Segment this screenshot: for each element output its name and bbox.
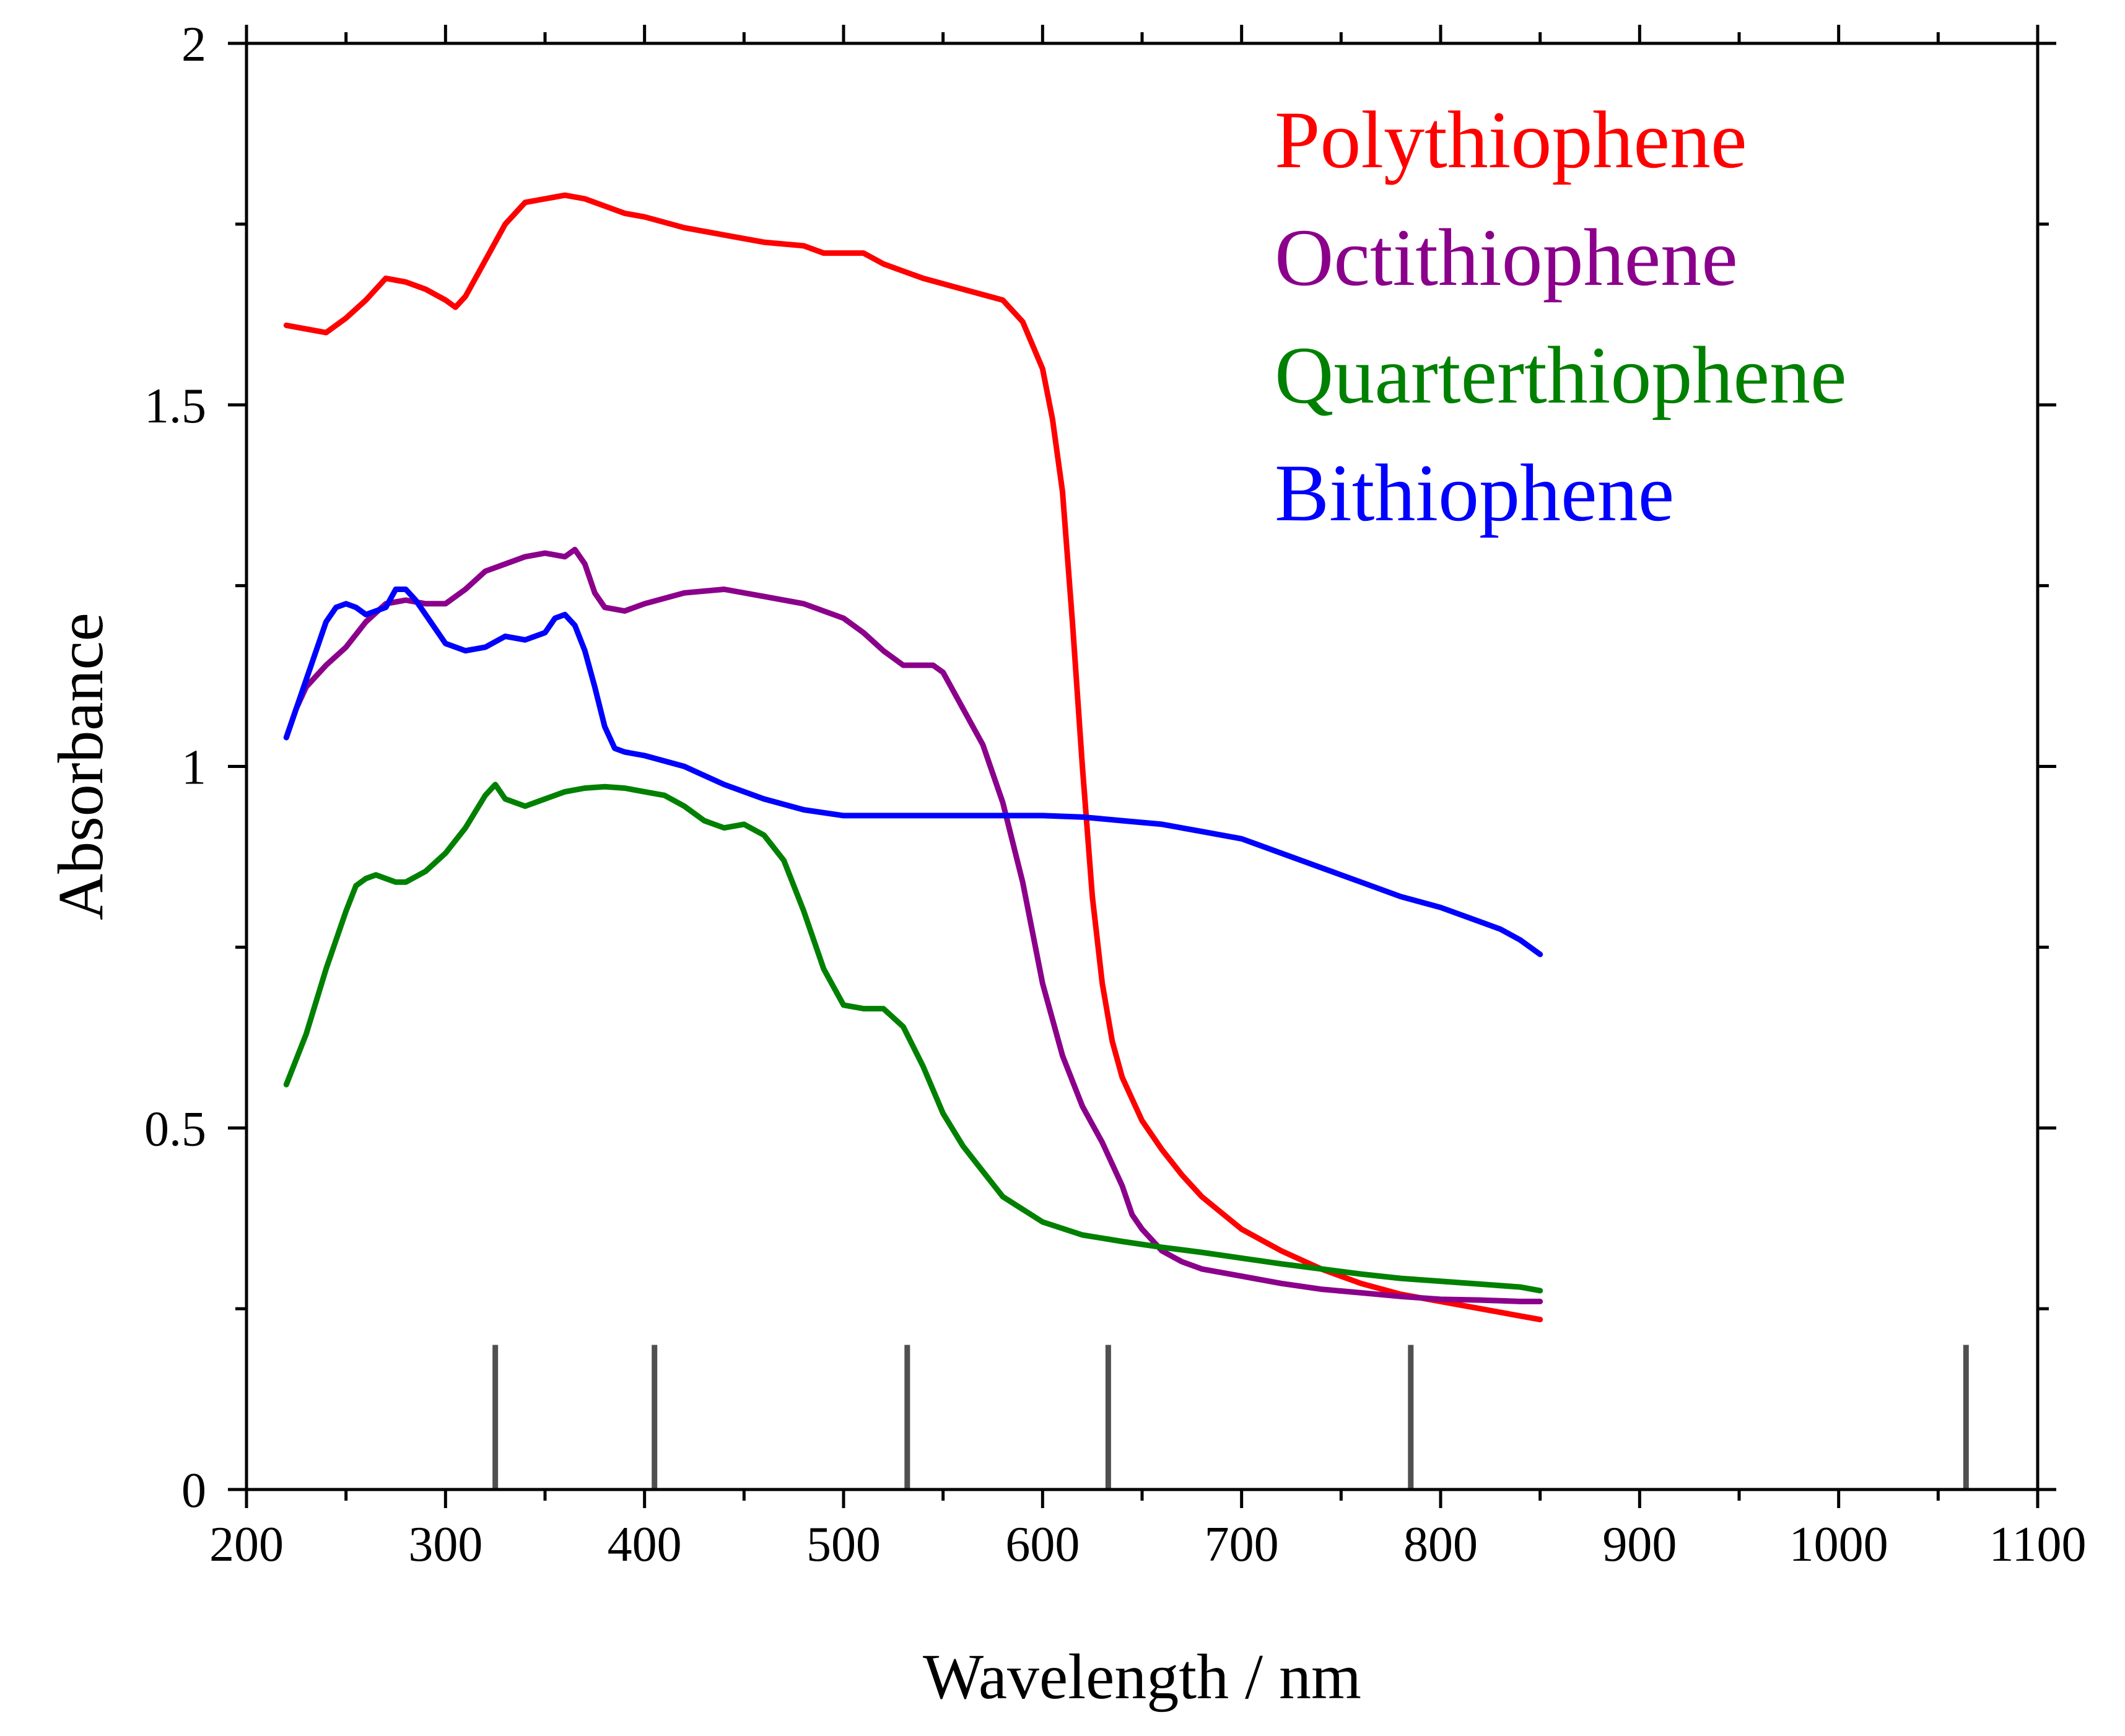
x-tick-label-400: 400 (608, 1517, 682, 1572)
x-axis-tick-labels: 200 300 400 500 600 700 800 900 1000 1100 (209, 1517, 2087, 1572)
series-line-quarterthiophene (283, 782, 1543, 1294)
x-tick-label-800: 800 (1403, 1517, 1478, 1572)
series-line-octithiophene (283, 546, 1543, 1304)
x-tick-label-1100: 1100 (1989, 1517, 2086, 1572)
x-axis-title: Wavelength / nm (923, 1641, 1361, 1712)
legend: Polythiophene Octithiophene Quarterthiophe… (1275, 94, 1847, 538)
y-tick-label-1: 1 (181, 741, 206, 795)
x-tick-label-700: 700 (1205, 1517, 1279, 1572)
x-axis-ticks (245, 25, 2040, 1508)
y-axis-title: Absorbance (45, 613, 116, 920)
x-tick-label-1000: 1000 (1789, 1517, 1888, 1572)
y-tick-label-1.5: 1.5 (144, 379, 206, 434)
series-line-bithiophene (283, 587, 1543, 957)
y-axis-ticks (228, 41, 2056, 1491)
legend-entry-quarterthiophene: Quarterthiophene (1275, 329, 1847, 421)
y-axis-tick-labels: 0 0.5 1 1.5 2 (144, 17, 206, 1518)
x-tick-label-900: 900 (1602, 1517, 1677, 1572)
legend-entry-polythiophene: Polythiophene (1275, 94, 1747, 185)
reference-lines (492, 1345, 1969, 1490)
legend-entry-bithiophene: Bithiophene (1275, 447, 1674, 538)
legend-entry-octithiophene: Octithiophene (1275, 212, 1738, 303)
series-line-polythiophene (283, 192, 1543, 1323)
x-tick-label-500: 500 (806, 1517, 881, 1572)
series-layer (283, 192, 1543, 1323)
x-tick-label-200: 200 (209, 1517, 284, 1572)
x-tick-label-300: 300 (408, 1517, 482, 1572)
y-tick-label-0: 0 (181, 1463, 206, 1518)
y-tick-label-0.5: 0.5 (144, 1102, 206, 1156)
x-tick-label-600: 600 (1005, 1517, 1080, 1572)
y-tick-label-2: 2 (181, 17, 206, 72)
